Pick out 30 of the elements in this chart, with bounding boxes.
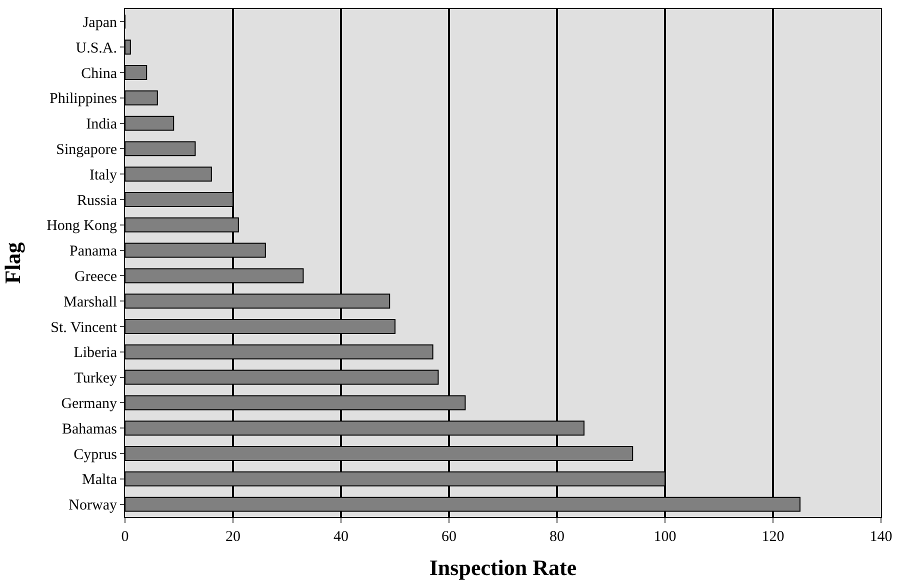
y-tick-label: Japan <box>82 14 118 31</box>
y-tick-label: Russia <box>76 192 118 209</box>
x-tick-label: 100 <box>654 529 676 545</box>
y-tick-label: Bahamas <box>62 421 118 438</box>
x-tick-label: 120 <box>762 529 784 545</box>
y-tick-label: Turkey <box>74 370 118 387</box>
y-tick-label: Malta <box>82 472 118 488</box>
y-tick-label: St. Vincent <box>50 320 118 336</box>
y-tick-label: Panama <box>70 244 118 260</box>
y-tick-label: Marshall <box>64 294 117 310</box>
x-tick-label: 80 <box>550 529 564 545</box>
y-axis-title: Flag <box>0 242 25 284</box>
y-tick-label: Liberia <box>74 345 118 362</box>
x-tick-label: 20 <box>226 529 240 545</box>
x-tick-label: 60 <box>442 529 456 545</box>
y-tick-label: Greece <box>74 268 118 285</box>
x-tick-label: 140 <box>870 529 892 545</box>
y-tick-label: Italy <box>90 167 118 184</box>
y-tick-label: China <box>81 66 118 82</box>
x-tick-label: 40 <box>334 529 348 545</box>
y-tick-label: Hong Kong <box>46 218 118 234</box>
y-tick-label: Germany <box>61 396 118 412</box>
y-tick-label: U.S.A. <box>76 40 117 56</box>
y-tick-label: Philippines <box>49 91 118 108</box>
x-tick-label: 0 <box>121 529 129 545</box>
y-tick-label: India <box>86 116 118 133</box>
y-tick-label: Singapore <box>56 142 118 158</box>
y-tick-label: Cyprus <box>74 446 118 463</box>
y-tick-label: Norway <box>68 498 118 514</box>
x-axis-title: Inspection Rate <box>429 554 577 580</box>
